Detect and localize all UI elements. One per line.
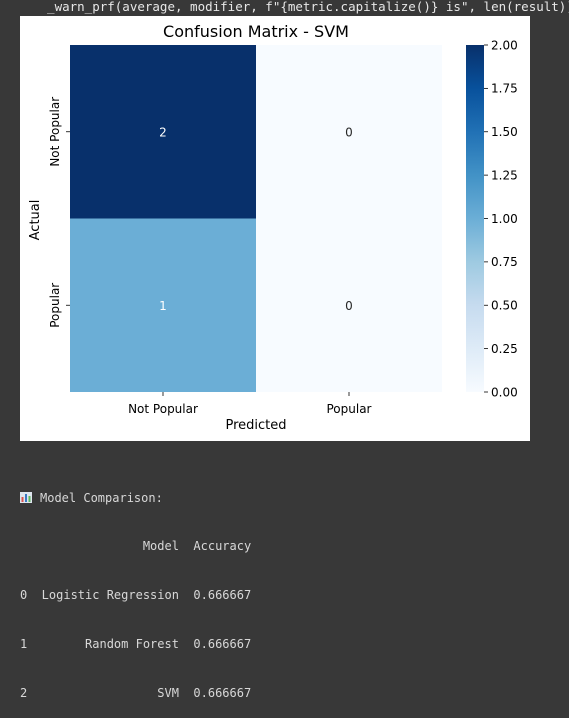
table-row: 2 SVM 0.666667 [20,686,252,701]
colorbar-tick-label: 0.50 [491,299,518,313]
cell-value-label: 0 [345,299,353,313]
heatmap-cells: 2 01 0 [70,45,442,392]
y-axis-ticks: Not Popular Popular [48,97,70,328]
model-comparison-output: Model Comparison: Model Accuracy 0 Logis… [20,457,251,718]
chart-title: Confusion Matrix - SVM [163,22,349,41]
heatmap-cell [256,45,442,219]
colorbar-tick-label: 0.75 [491,255,518,269]
cell-value-label: 0 [345,125,353,139]
colorbar-tick-label: 1.75 [491,82,518,96]
colorbar-ticks: 0.00 0.25 0.50 0.75 1.00 1.25 1.50 1.75 2.00 [484,38,518,399]
colorbar-tick-label: 0.25 [491,342,518,356]
table-header: Model Accuracy [20,539,252,554]
x-axis-label: Predicted [225,418,286,433]
colorbar-tick-label: 2.00 [491,38,518,52]
colorbar [466,45,484,392]
heatmap-cell [70,45,256,219]
y-tick-label: Popular [48,283,62,328]
colorbar-tick-label: 1.50 [491,125,518,139]
heatmap-cell [256,218,442,392]
cell-value-label: 1 [159,299,167,313]
confusion-matrix-svg: Confusion Matrix - SVM 2 01 0 Not Popular P… [28,22,518,433]
x-tick-label: Not Popular [128,402,198,416]
heatmap-cell [70,218,256,392]
colorbar-tick-label: 1.00 [491,212,518,226]
colorbar-tick-label: 0.00 [491,385,518,399]
colorbar-tick-label: 1.25 [491,168,518,182]
y-tick-label: Not Popular [48,97,62,167]
table-row: 1 Random Forest 0.666667 [20,637,252,652]
output-heading: Model Comparison: [40,490,163,505]
y-axis-label: Actual [28,200,43,241]
warning-message: _warn_prf(average, modifier, f"{metric.c… [32,0,569,14]
x-axis-ticks: Not Popular Popular [128,392,372,416]
bar-chart-icon [20,491,32,503]
table-row: 0 Logistic Regression 0.666667 [20,588,252,603]
x-tick-label: Popular [327,402,372,416]
cell-value-label: 2 [159,125,167,139]
